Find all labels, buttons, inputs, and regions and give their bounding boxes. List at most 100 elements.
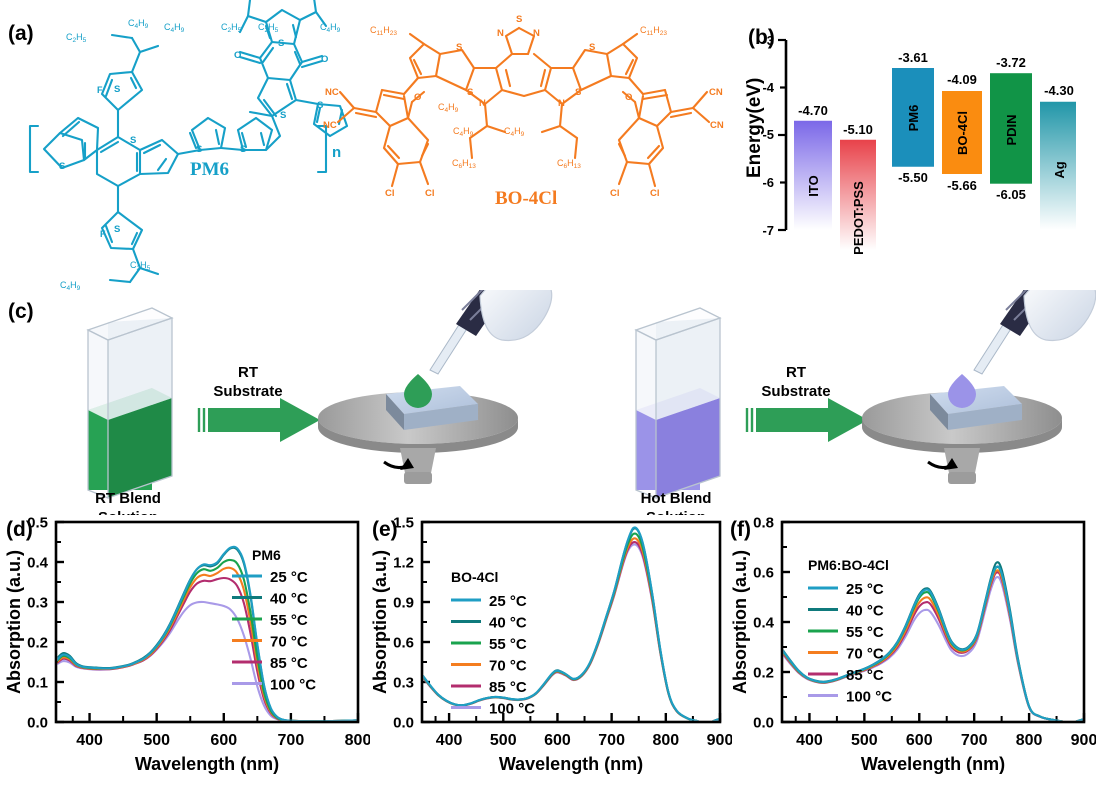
level-bar-ito <box>794 120 832 230</box>
yaxis-label: Absorption (a.u.) <box>730 550 750 694</box>
substituent-C4H9: C4H9 <box>128 18 149 30</box>
xtick-label: 600 <box>210 732 237 749</box>
substituent-C11H23: C11H23 <box>370 25 397 37</box>
bo4cl-skeleton <box>336 26 711 188</box>
substituent-C4H9: C4H9 <box>453 126 474 138</box>
series-group <box>783 561 1083 721</box>
series-line-70C <box>57 566 357 721</box>
series-line-70C <box>783 569 1083 721</box>
xaxis-label: Wavelength (nm) <box>135 754 279 774</box>
plot-title: PM6 <box>252 547 281 563</box>
ytick-label: 0.2 <box>27 635 48 652</box>
panel-c-schematic: RT Blend Solution RT Substrate <box>86 290 1096 515</box>
xaxis-label: Wavelength (nm) <box>499 754 643 774</box>
substituent-C4H9: C4H9 <box>320 22 341 34</box>
atom-F: F <box>100 229 106 239</box>
ytick-label: 0.0 <box>27 715 48 732</box>
legend-label-25C: 25 °C <box>270 569 308 586</box>
series-line-55C <box>783 565 1083 721</box>
ytick-label: 1.5 <box>393 515 414 532</box>
ytick-label: 0.4 <box>753 615 775 632</box>
series-line-100C <box>57 600 357 721</box>
plot-title: PM6:BO-4Cl <box>808 557 889 573</box>
ytick: -4 <box>762 80 774 95</box>
process-arrow-left <box>197 398 320 442</box>
atom-S: S <box>278 38 284 49</box>
atom-S: S <box>196 144 202 155</box>
atom-Cl: Cl <box>650 188 660 199</box>
legend-label-25C: 25 °C <box>489 593 527 610</box>
xtick-label: 500 <box>143 732 170 749</box>
legend-label-40C: 40 °C <box>846 603 884 620</box>
atom-S: S <box>240 144 246 155</box>
legend-label-70C: 70 °C <box>270 634 308 651</box>
panel-c-tag: (c) <box>8 300 34 323</box>
legend-label-70C: 70 °C <box>846 646 884 663</box>
ytick: -6 <box>762 175 774 190</box>
atom-N: N <box>558 98 565 109</box>
substituent-C2H5: C2H5 <box>221 22 242 34</box>
xaxis-label: Wavelength (nm) <box>861 754 1005 774</box>
legend-label-25C: 25 °C <box>846 581 884 598</box>
level-bottom-label-bo4cl: -5.66 <box>947 178 977 193</box>
bo4cl-atom-labels: N S N N N S S S S O O NC NC CN CN Cl Cl … <box>323 14 724 199</box>
legend-label-55C: 55 °C <box>846 624 884 641</box>
level-bar-pedotpss <box>840 139 876 250</box>
legend-label-100C: 100 °C <box>846 689 892 706</box>
xtick-label: 800 <box>345 732 370 749</box>
xtick-label: 900 <box>707 732 732 749</box>
series-line-25C <box>57 545 357 721</box>
substituent-C6H13: C6H13 <box>452 158 476 170</box>
level-name-pm6: PM6 <box>906 105 921 132</box>
level-bar-ag <box>1040 101 1076 230</box>
atom-S: S <box>589 42 595 53</box>
ytick-label: 0.9 <box>393 595 414 612</box>
atom-S: S <box>130 135 136 146</box>
atom-S: S <box>59 161 65 172</box>
atom-N: N <box>497 28 504 39</box>
legend-label-55C: 55 °C <box>270 612 308 629</box>
atom-Cl: Cl <box>425 188 435 199</box>
atom-S: S <box>280 110 286 121</box>
substituent-C11H23: C11H23 <box>640 25 667 37</box>
xtick-label: 400 <box>436 732 463 749</box>
xtick-label: 600 <box>906 732 933 749</box>
series-line-25C <box>783 565 1083 721</box>
legend-label-85C: 85 °C <box>489 679 527 696</box>
group-CN: CN <box>709 87 723 98</box>
level-name-pdin: PDIN <box>1004 114 1019 145</box>
legend-label-55C: 55 °C <box>489 636 527 653</box>
level-top-label-pdin: -3.72 <box>996 55 1026 70</box>
level-bar-bo4cl <box>942 91 982 174</box>
substituent-C4H9: C4H9 <box>504 126 525 138</box>
group-NC: NC <box>323 120 337 131</box>
ytick-label: 0.5 <box>27 515 48 532</box>
plot-frame <box>780 520 1086 724</box>
arrow-label-line1: RT <box>786 364 806 381</box>
legend-label-85C: 85 °C <box>270 655 308 672</box>
atom-S: S <box>456 42 462 53</box>
series-line-70C <box>423 537 719 721</box>
atom-N: N <box>479 98 486 109</box>
substituent-C4H9: C4H9 <box>164 22 185 34</box>
panel-a-tag: (a) <box>8 22 34 45</box>
atom-N: N <box>533 28 540 39</box>
yaxis-label: Absorption (a.u.) <box>370 550 390 694</box>
beaker-label-line2: Solution <box>98 509 158 515</box>
xtick-label: 700 <box>278 732 305 749</box>
panel-a-structures: S S F F S S S S S S S O O C2H5 C4H9 C4H9… <box>28 0 724 292</box>
xtick-label: 600 <box>544 732 571 749</box>
xtick-label: 800 <box>1016 732 1043 749</box>
panel-e-absorption-chart: 0.0 0.3 0.6 0.9 1.2 1.5 400 500 600 700 800 900 Wave… <box>370 515 732 775</box>
xtick-label: 800 <box>652 732 679 749</box>
atom-Cl: Cl <box>385 188 395 199</box>
yaxis-label: Absorption (a.u.) <box>4 550 24 694</box>
atom-S: S <box>467 87 473 98</box>
pm6-name: PM6 <box>190 159 229 180</box>
level-top-label-ito: -4.70 <box>798 103 828 118</box>
series-line-40C <box>57 546 357 721</box>
panel-f-absorption-chart: 0.0 0.2 0.4 0.6 0.8 400 500 600 700 800 900 Wavelen… <box>730 515 1096 775</box>
atom-S: S <box>114 224 120 235</box>
level-top-label-pm6: -3.61 <box>898 50 928 65</box>
series-line-55C <box>423 532 719 721</box>
